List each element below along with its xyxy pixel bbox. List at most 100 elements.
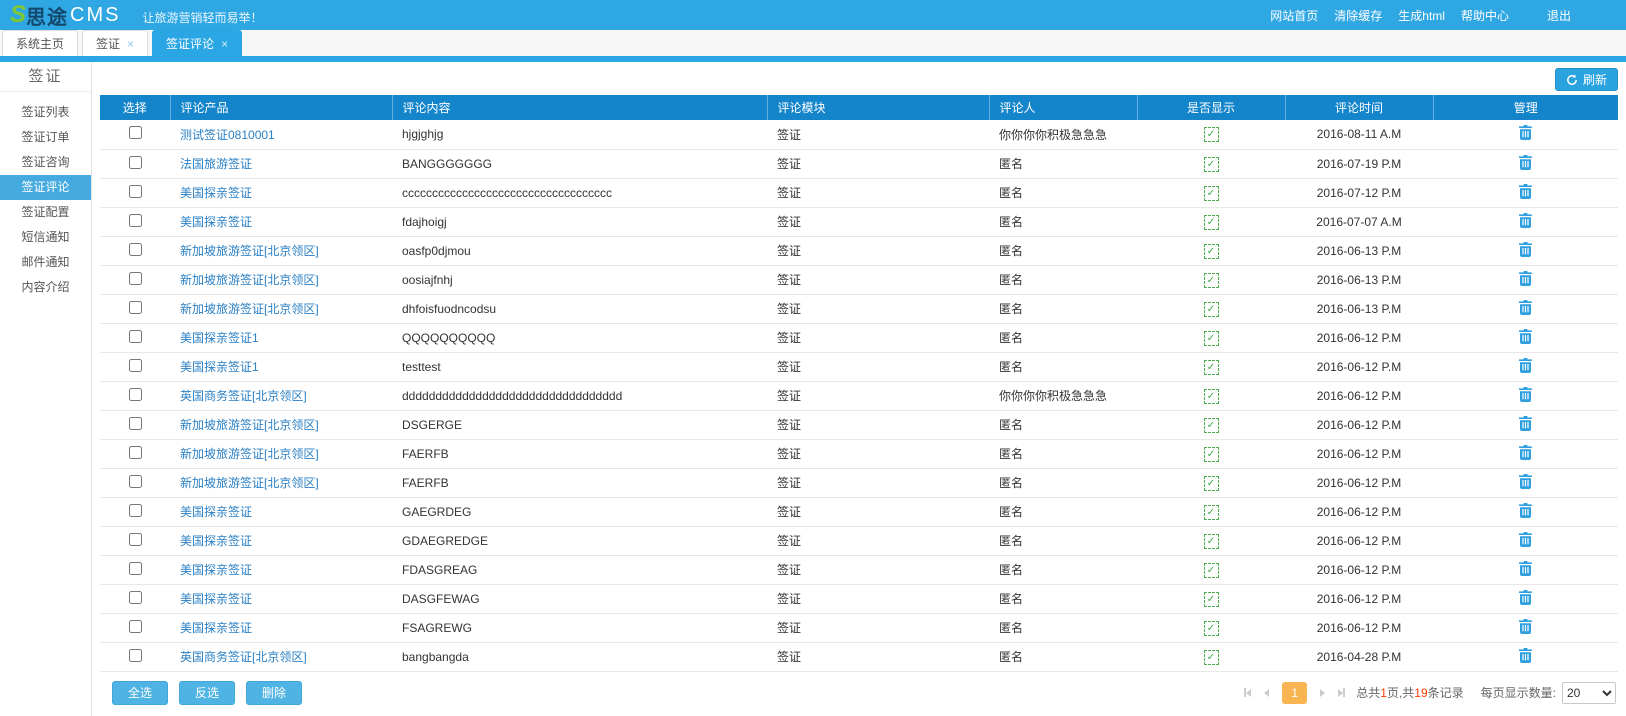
visible-check-icon[interactable]: ✓	[1203, 127, 1219, 143]
row-checkbox[interactable]	[128, 155, 142, 169]
delete-icon[interactable]	[1519, 560, 1532, 576]
delete-icon[interactable]	[1519, 618, 1532, 634]
product-link[interactable]: 新加坡旅游签证[北京领区]	[180, 244, 319, 258]
topnav-site-home[interactable]: 网站首页	[1270, 8, 1319, 23]
product-link[interactable]: 美国探亲签证	[180, 592, 253, 606]
tab-close-icon[interactable]: ×	[127, 36, 135, 51]
product-link[interactable]: 测试签证0810001	[180, 127, 275, 142]
delete-icon[interactable]	[1519, 386, 1532, 402]
delete-icon[interactable]	[1519, 299, 1532, 315]
current-page-button[interactable]: 1	[1282, 681, 1308, 704]
row-checkbox[interactable]	[128, 648, 142, 662]
row-checkbox[interactable]	[128, 387, 142, 401]
refresh-button[interactable]: 刷新	[1554, 68, 1618, 91]
row-checkbox[interactable]	[128, 213, 142, 227]
delete-icon[interactable]	[1519, 473, 1532, 489]
last-page-button[interactable]	[1336, 686, 1347, 699]
topnav-clear-cache[interactable]: 清除缓存	[1334, 8, 1383, 23]
row-checkbox[interactable]	[128, 619, 142, 633]
product-link[interactable]: 美国探亲签证	[180, 534, 253, 548]
visible-check-icon[interactable]: ✓	[1203, 388, 1219, 404]
sidebar-item-email-notify[interactable]: 邮件通知	[21, 255, 70, 269]
topnav-gen-html[interactable]: 生成html	[1398, 8, 1445, 23]
product-link[interactable]: 英国商务签证[北京领区]	[180, 389, 307, 403]
product-link[interactable]: 美国探亲签证	[180, 215, 253, 229]
delete-icon[interactable]	[1519, 502, 1532, 518]
product-link[interactable]: 美国探亲签证1	[180, 331, 259, 345]
delete-icon[interactable]	[1519, 183, 1532, 199]
product-link[interactable]: 新加坡旅游签证[北京领区]	[180, 476, 319, 490]
visible-check-icon[interactable]: ✓	[1203, 185, 1219, 201]
delete-icon[interactable]	[1519, 328, 1532, 344]
per-page-select[interactable]: 20	[1562, 681, 1616, 704]
delete-icon[interactable]	[1519, 241, 1532, 257]
visible-check-icon[interactable]: ✓	[1203, 620, 1219, 636]
visible-check-icon[interactable]: ✓	[1203, 591, 1219, 607]
visible-check-icon[interactable]: ✓	[1203, 533, 1219, 549]
delete-icon[interactable]	[1519, 589, 1532, 605]
product-link[interactable]: 美国探亲签证1	[180, 360, 259, 374]
visible-check-icon[interactable]: ✓	[1203, 272, 1219, 288]
row-checkbox[interactable]	[128, 358, 142, 372]
topnav-logout[interactable]: 退出	[1546, 8, 1571, 23]
delete-icon[interactable]	[1519, 270, 1532, 286]
row-checkbox[interactable]	[128, 590, 142, 604]
visible-check-icon[interactable]: ✓	[1203, 330, 1219, 346]
sidebar-item-content-intro[interactable]: 内容介绍	[21, 280, 70, 294]
row-checkbox[interactable]	[128, 300, 142, 314]
sidebar-item-visa-orders[interactable]: 签证订单	[21, 130, 70, 144]
visible-check-icon[interactable]: ✓	[1203, 243, 1219, 259]
delete-icon[interactable]	[1519, 531, 1532, 547]
next-page-button[interactable]	[1318, 687, 1327, 699]
row-checkbox[interactable]	[128, 445, 142, 459]
product-link[interactable]: 英国商务签证[北京领区]	[180, 650, 307, 664]
delete-icon[interactable]	[1519, 212, 1532, 228]
product-link[interactable]: 美国探亲签证	[180, 186, 253, 200]
delete-icon[interactable]	[1519, 415, 1532, 431]
tab-visa[interactable]: 签证 ×	[82, 30, 149, 56]
visible-check-icon[interactable]: ✓	[1203, 504, 1219, 520]
delete-icon[interactable]	[1519, 125, 1532, 141]
first-page-button[interactable]	[1242, 686, 1253, 699]
row-checkbox[interactable]	[128, 416, 142, 430]
sidebar-item-visa-config[interactable]: 签证配置	[21, 205, 70, 219]
sidebar-item-sms-notify[interactable]: 短信通知	[21, 230, 70, 244]
row-checkbox[interactable]	[128, 184, 142, 198]
tab-close-icon[interactable]: ×	[221, 36, 229, 51]
product-link[interactable]: 新加坡旅游签证[北京领区]	[180, 302, 319, 316]
product-link[interactable]: 美国探亲签证	[180, 621, 253, 635]
visible-check-icon[interactable]: ✓	[1203, 156, 1219, 172]
prev-page-button[interactable]	[1262, 687, 1271, 699]
visible-check-icon[interactable]: ✓	[1203, 417, 1219, 433]
select-all-button[interactable]: 全选	[112, 680, 169, 705]
delete-icon[interactable]	[1519, 154, 1532, 170]
row-checkbox[interactable]	[128, 242, 142, 256]
visible-check-icon[interactable]: ✓	[1203, 301, 1219, 317]
delete-icon[interactable]	[1519, 647, 1532, 663]
delete-icon[interactable]	[1519, 444, 1532, 460]
visible-check-icon[interactable]: ✓	[1203, 214, 1219, 230]
product-link[interactable]: 法国旅游签证	[180, 157, 253, 171]
tab-system-home[interactable]: 系统主页	[2, 30, 79, 56]
visible-check-icon[interactable]: ✓	[1203, 446, 1219, 462]
visible-check-icon[interactable]: ✓	[1203, 649, 1219, 665]
product-link[interactable]: 美国探亲签证	[180, 563, 253, 577]
row-checkbox[interactable]	[128, 329, 142, 343]
sidebar-item-visa-inquiry[interactable]: 签证咨询	[21, 155, 70, 169]
delete-button[interactable]: 删除	[246, 680, 303, 705]
row-checkbox[interactable]	[128, 126, 142, 140]
tab-visa-comments[interactable]: 签证评论 ×	[152, 30, 243, 56]
visible-check-icon[interactable]: ✓	[1203, 475, 1219, 491]
row-checkbox[interactable]	[128, 271, 142, 285]
product-link[interactable]: 新加坡旅游签证[北京领区]	[180, 418, 319, 432]
visible-check-icon[interactable]: ✓	[1203, 562, 1219, 578]
row-checkbox[interactable]	[128, 503, 142, 517]
invert-selection-button[interactable]: 反选	[179, 680, 236, 705]
row-checkbox[interactable]	[128, 532, 142, 546]
sidebar-item-visa-comments[interactable]: 签证评论	[0, 175, 91, 200]
product-link[interactable]: 新加坡旅游签证[北京领区]	[180, 273, 319, 287]
delete-icon[interactable]	[1519, 357, 1532, 373]
topnav-help-center[interactable]: 帮助中心	[1460, 8, 1509, 23]
product-link[interactable]: 新加坡旅游签证[北京领区]	[180, 447, 319, 461]
row-checkbox[interactable]	[128, 561, 142, 575]
